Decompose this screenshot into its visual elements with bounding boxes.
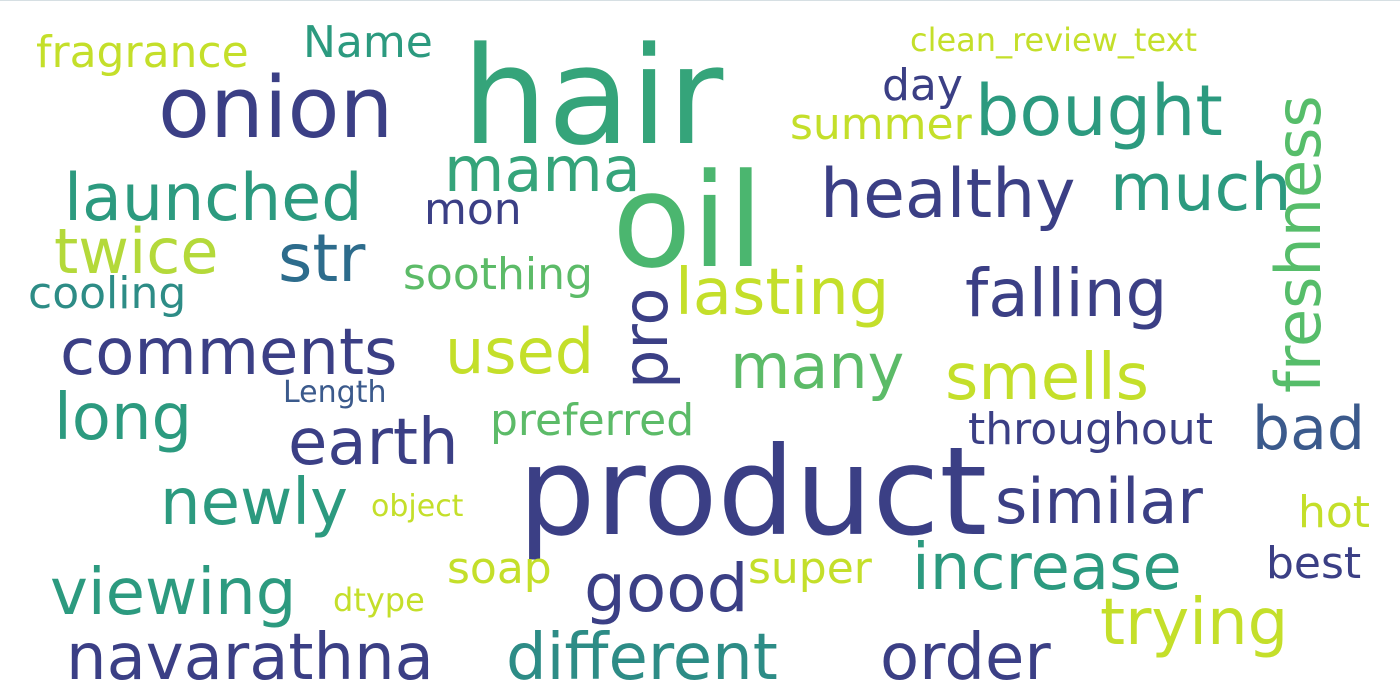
- word-fragrance: fragrance: [36, 27, 249, 78]
- word-clean-review-text: clean_review_text: [910, 21, 1198, 59]
- word-soothing: soothing: [403, 249, 593, 300]
- word-pro: pro: [609, 287, 682, 389]
- word-bought: bought: [975, 70, 1223, 152]
- word-dtype: dtype: [333, 581, 425, 619]
- word-name: Name: [303, 17, 433, 68]
- word-newly: newly: [160, 466, 348, 540]
- word-object: object: [371, 489, 464, 524]
- word-hot: hot: [1298, 487, 1371, 538]
- word-good: good: [584, 550, 749, 627]
- word-similar: similar: [995, 465, 1203, 538]
- word-comments: comments: [60, 316, 398, 390]
- word-earth: earth: [288, 406, 459, 480]
- word-viewing: viewing: [50, 556, 297, 630]
- word-preferred: preferred: [490, 395, 695, 446]
- word-healthy: healthy: [820, 155, 1076, 234]
- word-used: used: [445, 315, 595, 388]
- word-launched: launched: [64, 161, 363, 236]
- word-product: product: [518, 421, 988, 563]
- word-increase: increase: [912, 531, 1182, 605]
- word-mama: mama: [444, 133, 641, 206]
- word-summer: summer: [790, 99, 972, 150]
- word-different: different: [506, 621, 778, 695]
- word-super: super: [748, 543, 872, 594]
- word-length: Length: [283, 375, 387, 410]
- word-freshness: freshness: [1262, 95, 1335, 393]
- word-onion: onion: [158, 59, 394, 158]
- word-lasting: lasting: [675, 256, 890, 330]
- word-many: many: [730, 330, 905, 403]
- word-mon: mon: [424, 184, 522, 235]
- word-much: much: [1110, 151, 1292, 226]
- word-soap: soap: [447, 543, 552, 594]
- word-hair: hair: [462, 18, 724, 175]
- word-falling: falling: [965, 255, 1168, 332]
- word-cooling: cooling: [28, 268, 187, 319]
- word-throughout: throughout: [968, 404, 1213, 455]
- word-long: long: [54, 381, 193, 455]
- word-trying: trying: [1100, 586, 1289, 660]
- word-best: best: [1266, 538, 1362, 589]
- word-bad: bad: [1252, 394, 1365, 464]
- word-day: day: [882, 60, 963, 111]
- word-oil: oil: [612, 145, 764, 297]
- word-order: order: [880, 621, 1051, 695]
- word-str: str: [278, 220, 366, 297]
- word-smells: smells: [945, 341, 1149, 415]
- word-twice: twice: [54, 215, 219, 288]
- word-navarathna: navarathna: [66, 621, 434, 695]
